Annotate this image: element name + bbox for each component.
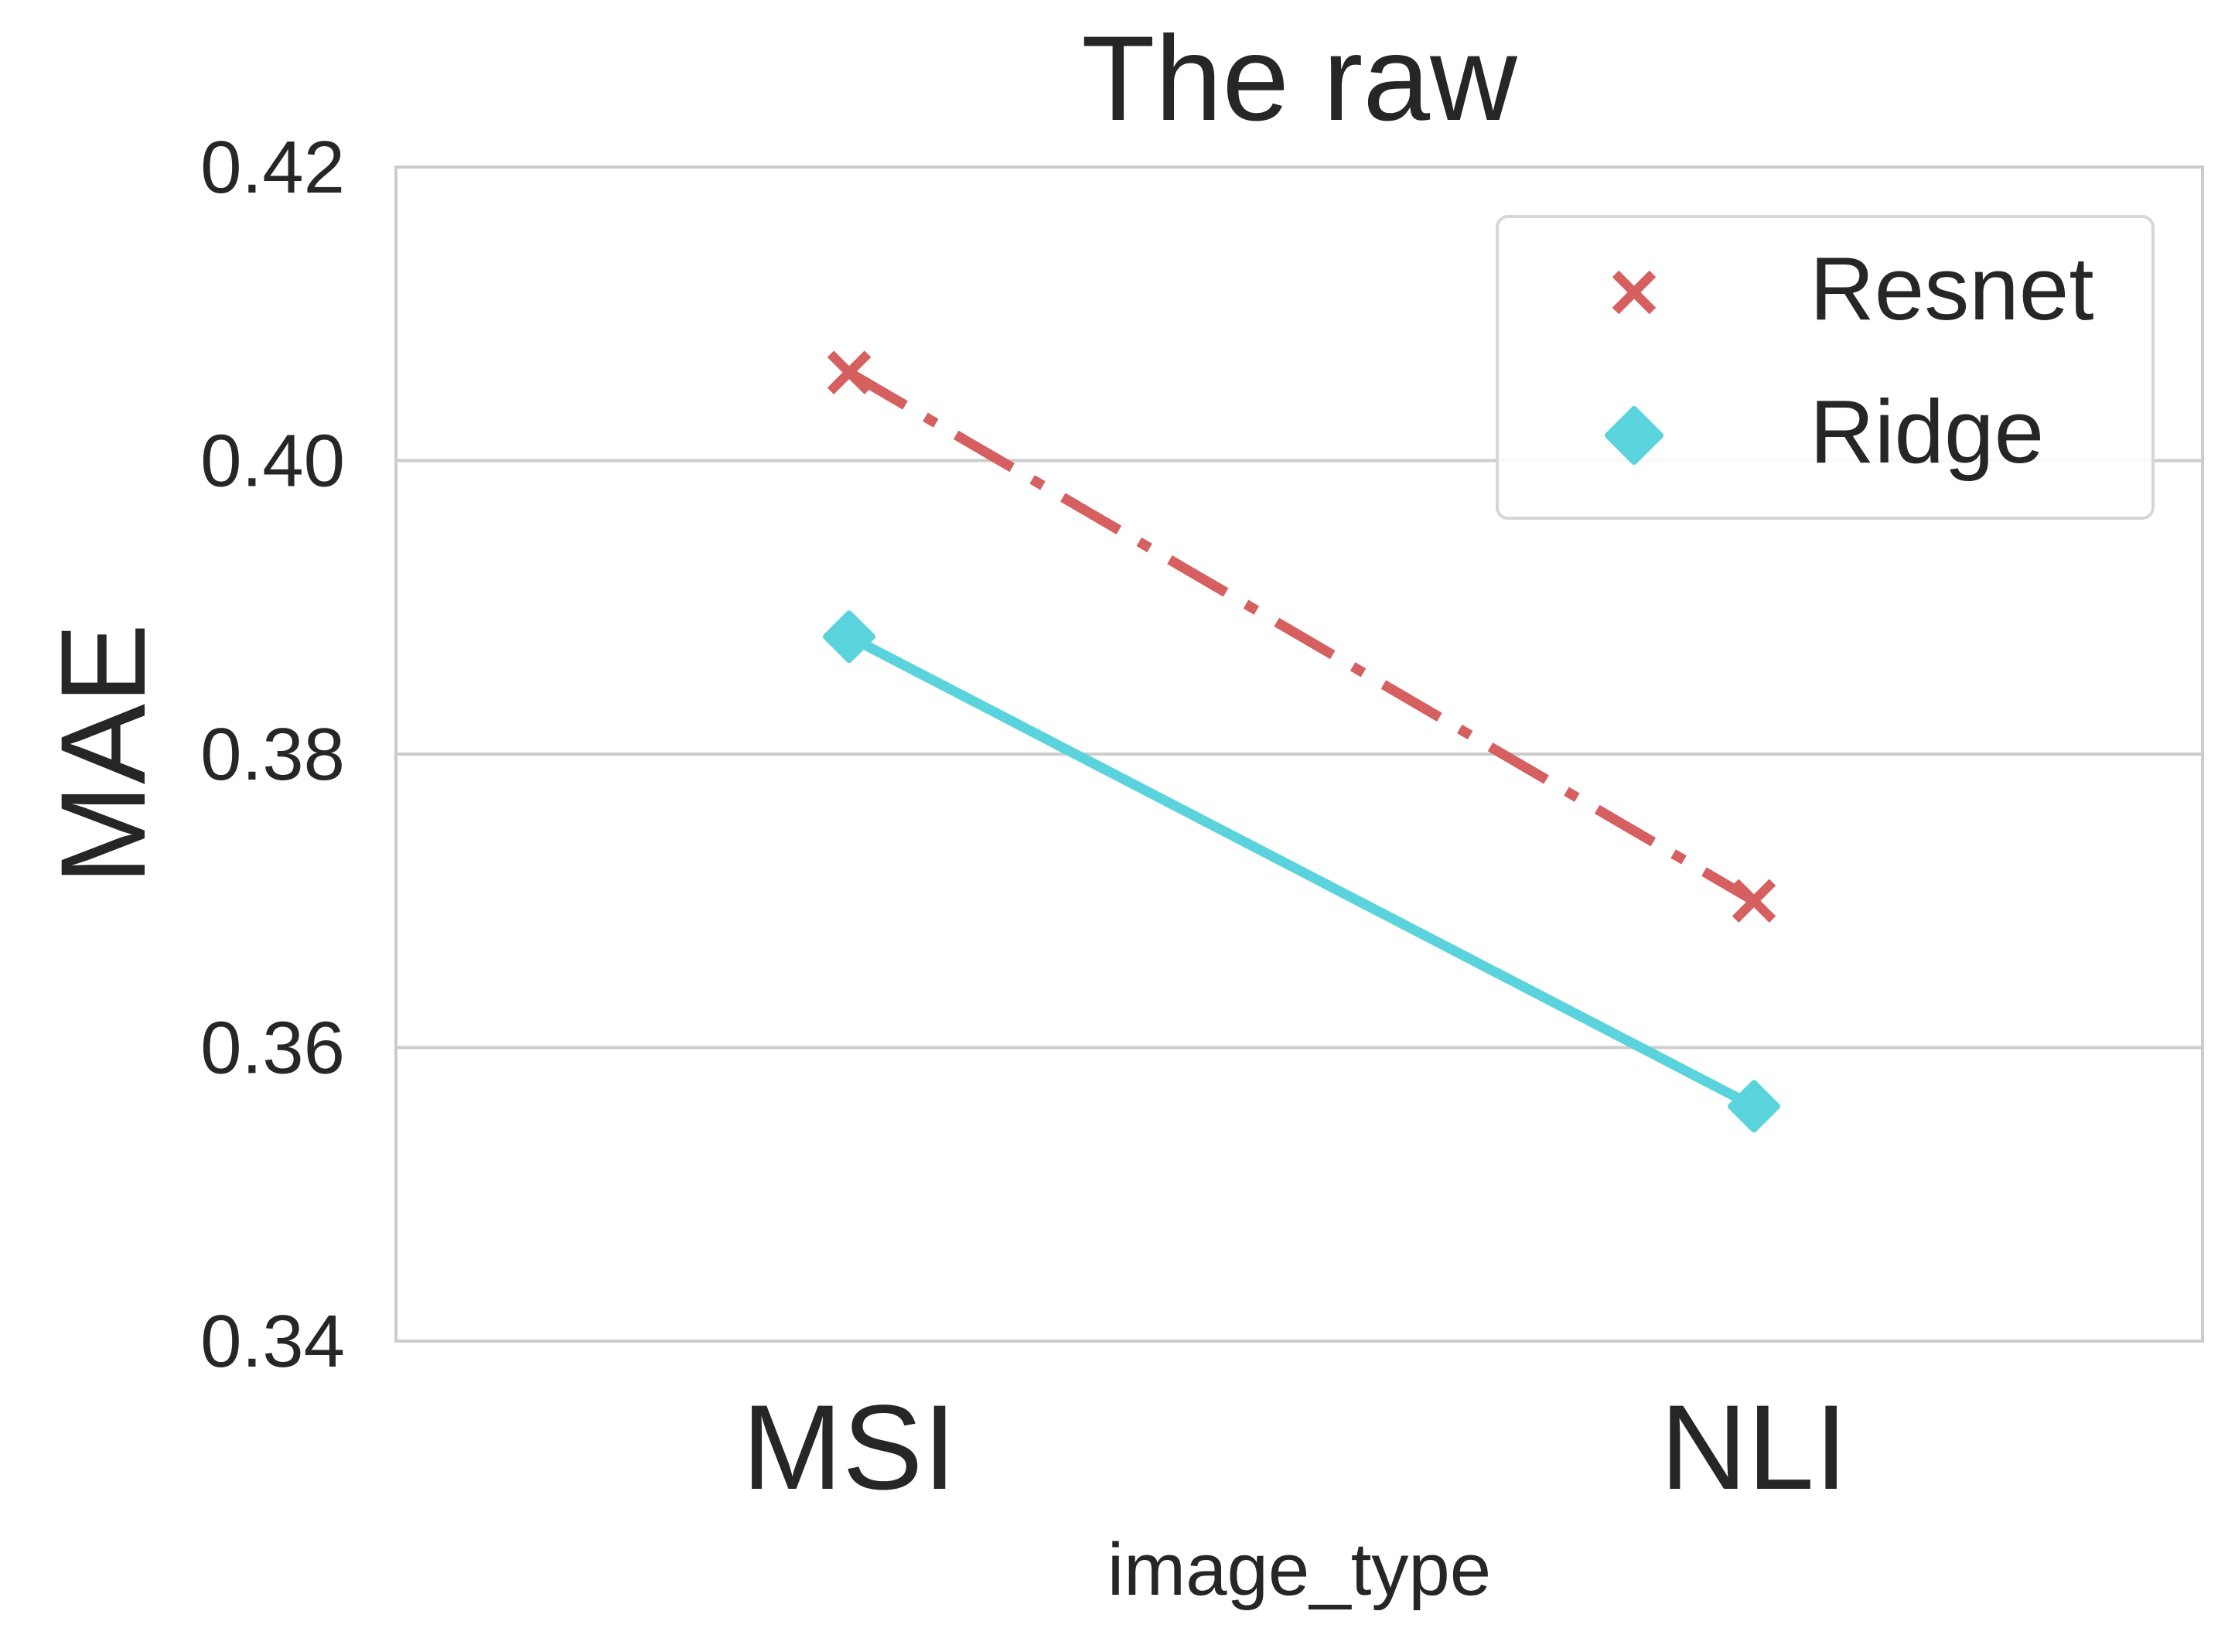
legend-label-resnet: Resnet (1810, 238, 2094, 339)
y-tick-labels: 0.34 0.36 0.38 0.40 0.42 (200, 126, 345, 1383)
series-line-ridge (847, 632, 1756, 1111)
legend: Resnet Ridge (1496, 215, 2155, 520)
series-line-resnet (846, 368, 1757, 906)
legend-box (1496, 215, 2155, 520)
x-axis-label: image_type (1107, 1528, 1491, 1611)
y-tick-label: 0.40 (200, 420, 345, 503)
y-axis-label: MAE (36, 623, 171, 885)
data-point-resnet (1732, 879, 1776, 923)
series-layer (823, 350, 1780, 1133)
chart-title: The raw (1081, 12, 1518, 146)
legend-label-ridge: Ridge (1810, 381, 2044, 482)
x-tick-labels: MSI NLI (742, 1381, 1848, 1515)
y-tick-label: 0.36 (200, 1007, 345, 1090)
y-tick-label: 0.42 (200, 126, 345, 209)
x-tick-label: NLI (1660, 1381, 1848, 1515)
y-tick-label: 0.38 (200, 713, 345, 796)
data-point-resnet (827, 350, 872, 394)
data-point-ridge (823, 610, 875, 664)
plot-frame (394, 166, 2204, 1343)
legend-marker-ridge (1605, 406, 1663, 465)
legend-marker-resnet (1612, 270, 1657, 315)
x-tick-label: MSI (742, 1381, 956, 1515)
y-tick-label: 0.34 (200, 1300, 345, 1383)
data-point-ridge (1728, 1080, 1780, 1133)
